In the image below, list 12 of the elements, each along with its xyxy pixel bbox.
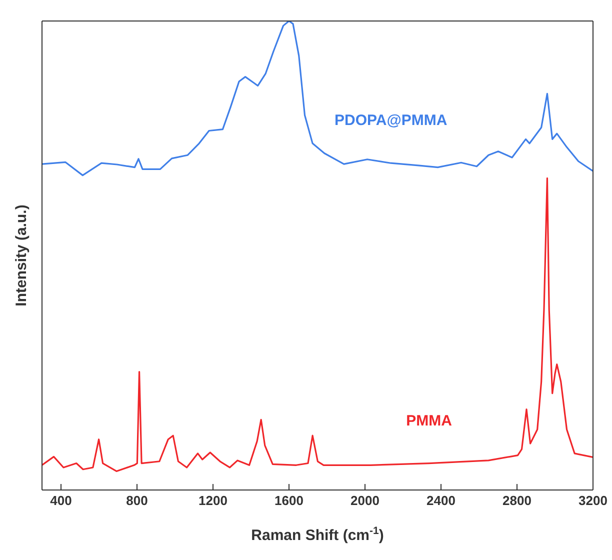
- series-label: PDOPA@PMMA: [334, 112, 448, 130]
- x-tick-label: 1200: [198, 493, 228, 508]
- x-tick-label: 3200: [578, 493, 608, 508]
- x-tick-label: 800: [126, 493, 148, 508]
- x-tick-label: 2400: [426, 493, 456, 508]
- y-axis-title: Intensity (a.u.): [13, 204, 30, 306]
- text: PMMA: [406, 412, 452, 430]
- x-tick-label: 2000: [350, 493, 380, 508]
- x-tick-label: 2800: [502, 493, 532, 508]
- x-tick-label: 400: [50, 493, 72, 508]
- x-axis-title: Raman Shift (cm$^{-1}$): [251, 525, 384, 544]
- x-tick-label: 1600: [274, 493, 304, 508]
